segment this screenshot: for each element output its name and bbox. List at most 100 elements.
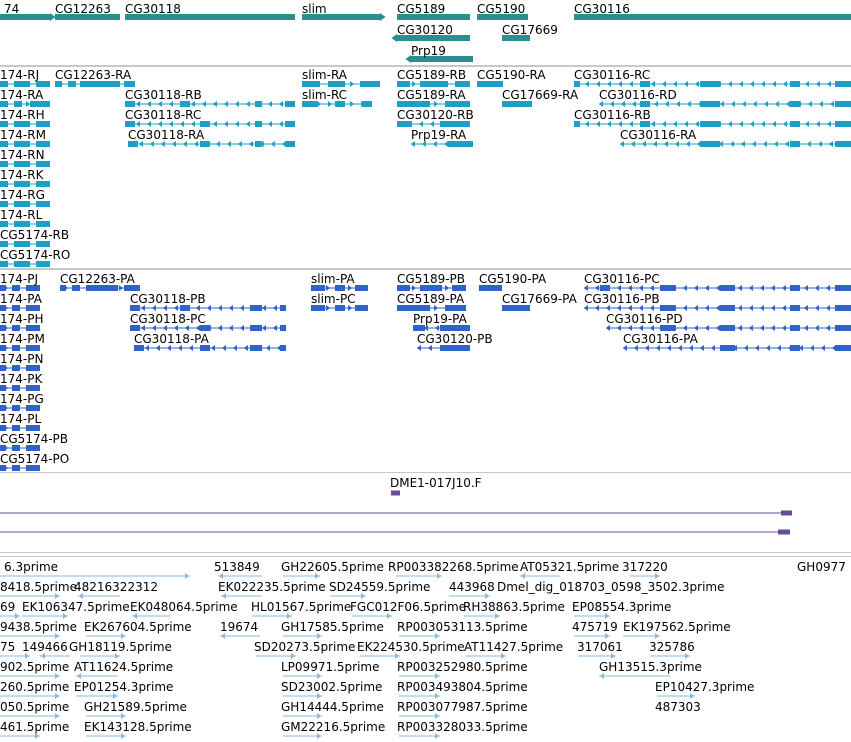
exon-block[interactable]	[355, 285, 368, 291]
cds-feature-label[interactable]: CG30118-PA	[134, 332, 209, 346]
gene-bar[interactable]	[125, 14, 295, 20]
ests-feature-label[interactable]: GH17585.5prime	[281, 620, 384, 634]
exon-block[interactable]	[700, 121, 720, 127]
exon-block[interactable]	[14, 261, 30, 267]
cds-feature-label[interactable]: CG12263-PA	[60, 272, 135, 286]
cds-feature-label[interactable]: 174-PA	[0, 292, 42, 306]
exon-block[interactable]	[660, 305, 675, 311]
exon-block[interactable]	[200, 141, 210, 147]
exon-block[interactable]	[640, 81, 650, 87]
exon-block[interactable]	[36, 121, 50, 127]
exon-block[interactable]	[700, 81, 720, 87]
exon-block[interactable]	[280, 305, 286, 311]
exon-block[interactable]	[86, 285, 118, 291]
exon-block[interactable]	[36, 201, 50, 207]
exon-block[interactable]	[640, 121, 650, 127]
exon-block[interactable]	[36, 161, 50, 167]
ests-feature-label[interactable]: RP003493804.5prime	[397, 680, 528, 694]
exon-block[interactable]	[250, 325, 262, 331]
transcripts-feature-label[interactable]: slim-RA	[302, 68, 347, 82]
exon-block[interactable]	[0, 445, 6, 451]
exon-block[interactable]	[790, 141, 800, 147]
exon-block[interactable]	[397, 101, 430, 107]
transcripts-feature-label[interactable]: CG5190-RA	[477, 68, 546, 82]
ests-feature-label[interactable]: 513849	[214, 560, 260, 574]
exon-block[interactable]	[14, 161, 30, 167]
exon-block[interactable]	[180, 305, 190, 311]
exon-block[interactable]	[255, 121, 262, 127]
exon-block[interactable]	[335, 305, 345, 311]
ests-feature-label[interactable]: 317220	[622, 560, 668, 574]
ests-feature-label[interactable]: GH21589.5prime	[84, 700, 187, 714]
genes-feature-label[interactable]: CG30118	[125, 2, 181, 16]
exon-block[interactable]	[60, 285, 66, 291]
exon-block[interactable]	[12, 465, 20, 471]
ests-feature-label[interactable]: EP01254.3prime	[74, 680, 174, 694]
exon-block[interactable]	[30, 101, 50, 107]
exon-block[interactable]	[14, 141, 30, 147]
exon-block[interactable]	[660, 325, 675, 331]
gene-bar[interactable]	[502, 35, 530, 41]
exon-block[interactable]	[280, 345, 286, 351]
exon-block[interactable]	[26, 445, 40, 451]
exon-block[interactable]	[790, 81, 800, 87]
exon-block[interactable]	[124, 285, 140, 291]
cds-feature-label[interactable]: 174-PJ	[0, 272, 39, 286]
genes-feature-label[interactable]: Prp19	[411, 44, 446, 58]
ests-feature-label[interactable]: EK197562.5prime	[623, 620, 731, 634]
exon-block[interactable]	[36, 261, 50, 267]
ests-feature-label[interactable]: GH0977	[797, 560, 846, 574]
transcripts-feature-label[interactable]: slim-RC	[302, 88, 348, 102]
transcripts-feature-label[interactable]: CG12263-RA	[55, 68, 132, 82]
clone-end[interactable]	[778, 529, 790, 535]
exon-block[interactable]	[285, 121, 295, 127]
ests-feature-label[interactable]: 260.5prime	[0, 680, 70, 694]
exon-block[interactable]	[835, 141, 851, 147]
exon-block[interactable]	[12, 445, 20, 451]
transcripts-feature-label[interactable]: Prp19-RA	[411, 128, 467, 142]
exon-block[interactable]	[285, 101, 295, 107]
ests-feature-label[interactable]: EK267604.5prime	[84, 620, 192, 634]
exon-block[interactable]	[72, 285, 80, 291]
exon-block[interactable]	[12, 345, 20, 351]
ests-feature-label[interactable]: 19674	[220, 620, 259, 634]
transcripts-feature-label[interactable]: CG5189-RB	[397, 68, 467, 82]
exon-block[interactable]	[302, 81, 320, 87]
exon-block[interactable]	[280, 325, 286, 331]
exon-block[interactable]	[835, 101, 851, 107]
exon-block[interactable]	[835, 121, 851, 127]
exon-block[interactable]	[362, 101, 372, 107]
transcripts-feature-label[interactable]: CG5174-RO	[0, 248, 71, 262]
ests-feature-label[interactable]: 443968	[449, 580, 495, 594]
gene-bar[interactable]	[411, 56, 473, 62]
ests-feature-label[interactable]: 69	[0, 600, 16, 614]
transcripts-feature-label[interactable]: CG30120-RB	[397, 108, 474, 122]
exon-block[interactable]	[420, 81, 448, 87]
exon-block[interactable]	[14, 201, 30, 207]
exon-block[interactable]	[397, 285, 410, 291]
exon-block[interactable]	[26, 385, 40, 391]
exon-block[interactable]	[26, 345, 40, 351]
exon-block[interactable]	[448, 141, 473, 147]
ests-feature-label[interactable]: FGC012F06.5prime	[350, 600, 467, 614]
cds-feature-label[interactable]: 174-PG	[0, 392, 44, 406]
exon-block[interactable]	[80, 81, 120, 87]
exon-block[interactable]	[335, 101, 345, 107]
cds-feature-label[interactable]: slim-PC	[311, 292, 356, 306]
ests-feature-label[interactable]: 48216322312	[74, 580, 158, 594]
exon-block[interactable]	[130, 305, 140, 311]
ests-feature-label[interactable]: GM22216.5prime	[281, 720, 386, 734]
transcripts-feature-label[interactable]: 174-RN	[0, 148, 45, 162]
exon-block[interactable]	[26, 425, 40, 431]
exon-block[interactable]	[440, 345, 470, 351]
exon-block[interactable]	[452, 285, 466, 291]
exon-block[interactable]	[200, 121, 210, 127]
exon-block[interactable]	[12, 425, 20, 431]
exon-block[interactable]	[124, 81, 135, 87]
ests-feature-label[interactable]: 461.5prime	[0, 720, 70, 734]
transcripts-feature-label[interactable]: CG17669-RA	[502, 88, 579, 102]
gene-bar[interactable]	[477, 14, 528, 20]
exon-block[interactable]	[720, 325, 735, 331]
gene-bar[interactable]	[0, 14, 50, 20]
gene-bar[interactable]	[397, 35, 470, 41]
